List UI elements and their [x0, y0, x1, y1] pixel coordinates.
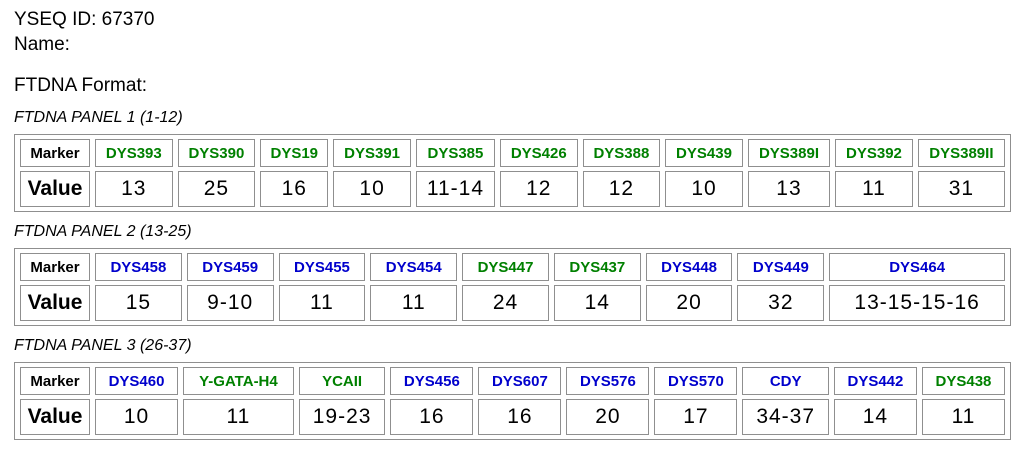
marker-value-cell: 13-15-15-16 [829, 285, 1005, 321]
marker-value-cell: 11 [370, 285, 458, 321]
panel-table: Marker DYS460 Y-GATA-H4 YCAII DYS456 DYS607 DY… [14, 362, 1011, 440]
marker-name-cell: DYS385 [415, 139, 495, 167]
panel-title: FTDNA PANEL 3 (26-37) [14, 337, 192, 354]
marker-value-cell: 13 [747, 171, 831, 207]
panels-container: FTDNA PANEL 1 (1-12) Marker DYS393 DYS390 DY… [14, 109, 1011, 440]
marker-name-cell: DYS464 [829, 253, 1005, 281]
marker-name-cell: DYS393 [95, 139, 173, 167]
marker-name-cell: DYS392 [835, 139, 913, 167]
marker-value-cell: 11 [835, 171, 913, 207]
marker-name-cell: DYS438 [921, 367, 1005, 395]
marker-value-cell: 24 [462, 285, 549, 321]
marker-name-cell: DYS426 [499, 139, 578, 167]
marker-name-cell: Y-GATA-H4 [183, 367, 294, 395]
marker-name-cell: CDY [742, 367, 829, 395]
marker-name-cell: DYS458 [95, 253, 182, 281]
marker-name-cell: YCAII [298, 367, 386, 395]
marker-value-cell: 19-23 [298, 399, 386, 435]
marker-name-cell: DYS388 [582, 139, 661, 167]
marker-value-cell: 11-14 [415, 171, 495, 207]
format-heading: FTDNA Format: [14, 75, 148, 96]
marker-value-cell: 17 [654, 399, 738, 435]
marker-row: Marker DYS460 Y-GATA-H4 YCAII DYS456 DYS607 DY… [20, 367, 1005, 395]
marker-value-cell: 10 [95, 399, 179, 435]
marker-name-cell: DYS391 [333, 139, 411, 167]
value-header-cell: Value [20, 399, 90, 435]
marker-value-cell: 34-37 [742, 399, 829, 435]
marker-value-cell: 16 [478, 399, 562, 435]
marker-name-cell: DYS448 [645, 253, 733, 281]
marker-value-cell: 16 [390, 399, 474, 435]
marker-name-cell: DYS455 [278, 253, 366, 281]
marker-header-cell: Marker [20, 139, 90, 167]
marker-value-cell: 31 [917, 171, 1005, 207]
marker-header-cell: Marker [20, 367, 90, 395]
marker-name-cell: DYS454 [370, 253, 458, 281]
marker-value-cell: 20 [566, 399, 650, 435]
marker-name-cell: DYS439 [665, 139, 743, 167]
value-header-cell: Value [20, 285, 90, 321]
marker-name-cell: DYS449 [737, 253, 825, 281]
marker-name-cell: DYS389I [747, 139, 831, 167]
marker-value-cell: 14 [833, 399, 917, 435]
panel-title: FTDNA PANEL 1 (1-12) [14, 109, 183, 126]
marker-value-cell: 10 [665, 171, 743, 207]
marker-value-cell: 10 [333, 171, 411, 207]
marker-value-cell: 12 [499, 171, 578, 207]
marker-name-cell: DYS570 [654, 367, 738, 395]
marker-row: Marker DYS458 DYS459 DYS455 DYS454 DYS447 DYS4… [20, 253, 1005, 281]
marker-name-cell: DYS442 [833, 367, 917, 395]
marker-name-cell: DYS460 [95, 367, 179, 395]
marker-name-cell: DYS390 [177, 139, 256, 167]
marker-value-cell: 13 [95, 171, 173, 207]
panel-table: Marker DYS393 DYS390 DYS19 DYS391 DYS385 DYS42… [14, 134, 1011, 212]
name-line: Name: [14, 34, 70, 55]
marker-name-cell: DYS447 [462, 253, 549, 281]
marker-value-cell: 11 [183, 399, 294, 435]
value-row: Value 10 11 19-23 16 16 20 17 34-37 14 11 [20, 399, 1005, 435]
marker-value-cell: 20 [645, 285, 733, 321]
marker-value-cell: 32 [737, 285, 825, 321]
marker-name-cell: DYS607 [478, 367, 562, 395]
panel-title: FTDNA PANEL 2 (13-25) [14, 223, 192, 240]
marker-value-cell: 11 [278, 285, 366, 321]
marker-value-cell: 14 [553, 285, 641, 321]
marker-name-cell: DYS437 [553, 253, 641, 281]
marker-name-cell: DYS459 [186, 253, 274, 281]
marker-value-cell: 15 [95, 285, 182, 321]
marker-name-cell: DYS19 [260, 139, 329, 167]
marker-value-cell: 9-10 [186, 285, 274, 321]
marker-value-cell: 25 [177, 171, 256, 207]
marker-header-cell: Marker [20, 253, 90, 281]
marker-name-cell: DYS389II [917, 139, 1005, 167]
value-row: Value 13 25 16 10 11-14 12 12 10 13 11 31 [20, 171, 1005, 207]
marker-value-cell: 11 [921, 399, 1005, 435]
marker-value-cell: 16 [260, 171, 329, 207]
marker-name-cell: DYS576 [566, 367, 650, 395]
value-row: Value 15 9-10 11 11 24 14 20 32 13-15-15-16 [20, 285, 1005, 321]
marker-name-cell: DYS456 [390, 367, 474, 395]
marker-value-cell: 12 [582, 171, 661, 207]
marker-row: Marker DYS393 DYS390 DYS19 DYS391 DYS385 DYS42… [20, 139, 1005, 167]
yseq-id-line: YSEQ ID: 67370 [14, 9, 155, 30]
panel-table: Marker DYS458 DYS459 DYS455 DYS454 DYS447 DYS4… [14, 248, 1011, 326]
value-header-cell: Value [20, 171, 90, 207]
